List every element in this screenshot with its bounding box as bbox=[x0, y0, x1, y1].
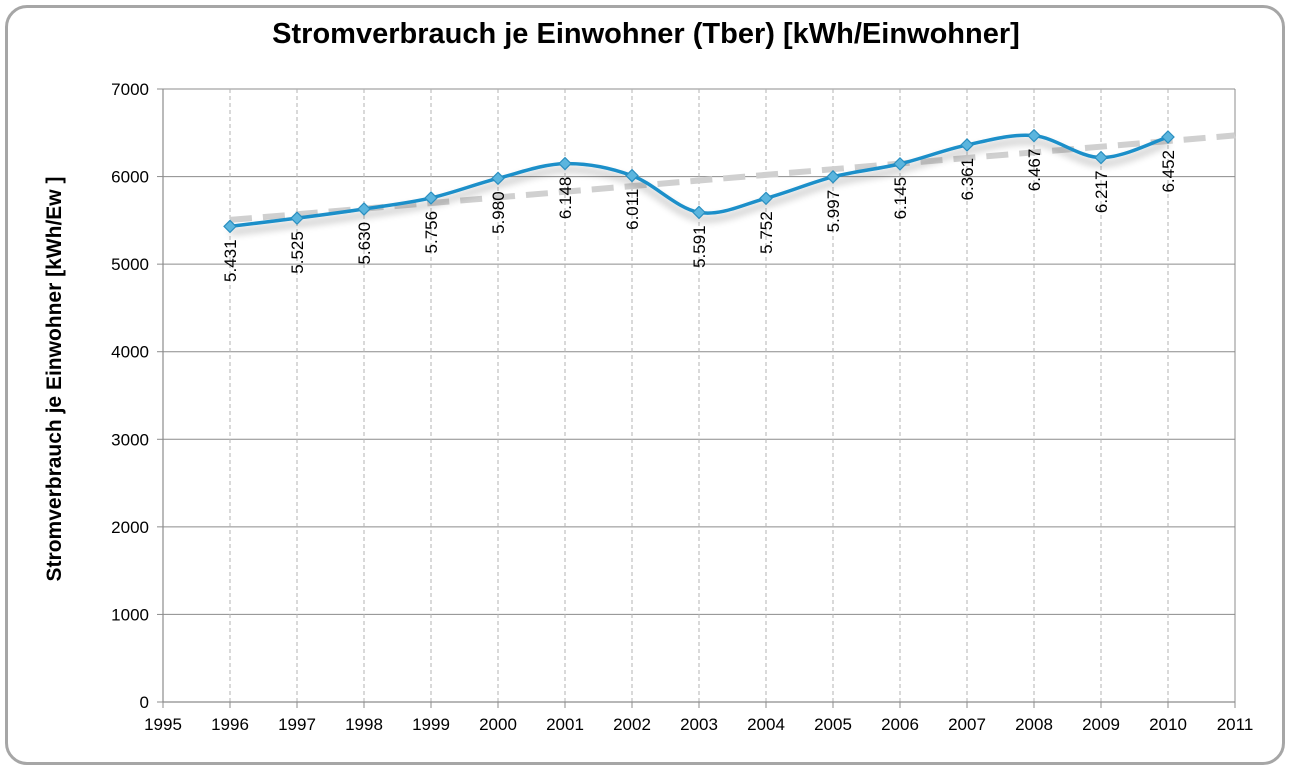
y-tick-label: 1000 bbox=[111, 605, 149, 624]
data-labels: 5.431 5.525 5.630 5.756 5.980 6.148 6.011 5.591… bbox=[221, 149, 1178, 282]
x-tick-label: 2006 bbox=[881, 715, 919, 734]
x-tick-label: 2002 bbox=[613, 715, 651, 734]
x-tick-label: 1996 bbox=[211, 715, 249, 734]
data-label: 5.525 bbox=[288, 231, 307, 274]
grid-lines bbox=[163, 88, 1236, 703]
x-tick-label: 2007 bbox=[948, 715, 986, 734]
data-point-marker bbox=[357, 202, 371, 216]
x-tick-label: 1997 bbox=[278, 715, 316, 734]
data-point-marker bbox=[1161, 130, 1175, 144]
data-label: 6.361 bbox=[958, 158, 977, 201]
data-label: 6.452 bbox=[1159, 150, 1178, 193]
x-tick-label: 2009 bbox=[1082, 715, 1120, 734]
trendline bbox=[229, 132, 1236, 223]
data-point-marker bbox=[960, 138, 974, 152]
data-label: 5.997 bbox=[824, 190, 843, 233]
data-point-marker bbox=[893, 157, 907, 171]
data-label: 5.630 bbox=[355, 222, 374, 265]
data-point-marker bbox=[1027, 128, 1041, 143]
axes: 0 1000 2000 3000 4000 5000 6000 7000 1995 1996 199… bbox=[111, 80, 1253, 734]
y-tick-label: 3000 bbox=[111, 430, 149, 449]
y-tick-label: 2000 bbox=[111, 518, 149, 537]
data-label: 6.011 bbox=[623, 189, 642, 230]
y-tick-label: 6000 bbox=[111, 168, 149, 187]
data-label: 5.431 bbox=[221, 239, 240, 282]
data-point-marker bbox=[491, 171, 505, 186]
x-tick-label: 1995 bbox=[144, 715, 182, 734]
data-label: 6.148 bbox=[556, 177, 575, 220]
y-tick-label: 0 bbox=[140, 693, 149, 712]
data-label: 5.591 bbox=[690, 225, 709, 268]
x-tick-label: 2001 bbox=[546, 715, 584, 734]
x-tick-label: 2005 bbox=[814, 715, 852, 734]
data-point-marker bbox=[424, 191, 438, 205]
data-label: 6.467 bbox=[1025, 149, 1044, 192]
data-label: 5.752 bbox=[757, 211, 776, 254]
y-tick-label: 5000 bbox=[111, 255, 149, 274]
y-tick-label: 4000 bbox=[111, 343, 149, 362]
data-point-marker bbox=[692, 205, 706, 220]
data-point-marker bbox=[558, 156, 572, 171]
data-point-marker bbox=[1094, 150, 1108, 165]
x-tick-label: 2004 bbox=[747, 715, 785, 734]
data-label: 6.217 bbox=[1092, 171, 1111, 214]
chart-title: Stromverbrauch je Einwohner (Tber) [kWh/… bbox=[272, 18, 1020, 50]
data-point-marker bbox=[223, 219, 237, 234]
x-tick-label: 1999 bbox=[412, 715, 450, 734]
data-markers bbox=[223, 128, 1175, 234]
x-tick-label: 2008 bbox=[1015, 715, 1053, 734]
data-point-marker bbox=[759, 191, 773, 206]
data-point-marker bbox=[290, 211, 304, 226]
data-label: 5.980 bbox=[489, 191, 508, 234]
x-tick-label: 2003 bbox=[680, 715, 718, 734]
x-tick-label: 2011 bbox=[1217, 715, 1254, 734]
chart-frame bbox=[5, 5, 1285, 765]
data-point-marker bbox=[826, 169, 840, 184]
data-label: 5.756 bbox=[422, 211, 441, 254]
x-tick-label: 2010 bbox=[1149, 715, 1187, 734]
x-tick-label: 1998 bbox=[345, 715, 383, 734]
y-tick-label: 7000 bbox=[111, 80, 149, 99]
data-point-marker bbox=[625, 168, 639, 183]
x-tick-label: 2000 bbox=[479, 715, 517, 734]
y-axis-label: Stromverbrauch je Einwohner [kWh/Ew ] bbox=[43, 177, 66, 582]
trendline-path bbox=[229, 132, 1236, 223]
data-label: 6.145 bbox=[891, 177, 910, 220]
